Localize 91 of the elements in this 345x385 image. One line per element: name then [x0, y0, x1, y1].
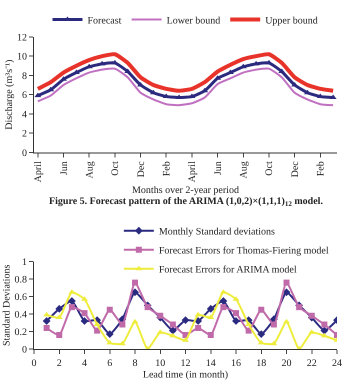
legend-label: Lower bound [166, 15, 220, 26]
caption: Figure 5. Forecast pattern of the ARIMA (1,0,2)×(1,1,1)$_{12}$ model. [49, 196, 324, 208]
y-tick-label: 1 [22, 257, 27, 268]
y-tick-label: 0.2 [14, 327, 27, 338]
point [258, 306, 264, 313]
legend-label: Monthly Standard deviations [158, 226, 276, 238]
point [55, 304, 64, 313]
x-tick-label: Oct [110, 161, 122, 176]
point [321, 322, 328, 328]
point [283, 318, 290, 324]
point [257, 330, 266, 338]
x-tick-label: Feb [161, 161, 172, 176]
point [106, 330, 114, 338]
y-tick-label: 10 [17, 52, 27, 63]
point [119, 322, 126, 328]
point [168, 326, 177, 335]
x-tick-label: 10 [155, 358, 166, 369]
x-axis-title: Months over 2-year period [132, 184, 239, 196]
point [68, 297, 76, 305]
point [56, 332, 62, 338]
x-tick-label: 12 [180, 358, 190, 369]
point [208, 332, 214, 338]
x-tick-label: Dec [136, 160, 147, 178]
point [195, 325, 202, 332]
x-tick-label: 16 [231, 358, 241, 369]
y-tick-label: 0.8 [14, 274, 27, 286]
line-series [36, 52, 336, 93]
point [219, 297, 228, 305]
point [42, 317, 51, 325]
point [232, 296, 240, 301]
y-tick-label: 6 [22, 90, 27, 102]
x-tick-label: Aug [84, 161, 96, 178]
x-tick-label: April [187, 161, 198, 182]
legend-label: Forecast [88, 15, 122, 26]
y-tick-label: 12 [17, 32, 27, 44]
legend-label: Forecast Errors for ARIMA model [158, 264, 297, 276]
point [220, 304, 226, 310]
x-tick-label: Oct [264, 161, 276, 176]
x-tick-label: 2 [56, 358, 62, 369]
x-tick-label: Dec [290, 160, 301, 178]
x-tick-label: Jun [58, 161, 70, 176]
y-axis-title: Discharge (m³s⁻¹) [4, 60, 15, 130]
point [320, 326, 328, 335]
y-tick-label: 0 [22, 344, 27, 356]
point [157, 312, 164, 319]
point [106, 306, 113, 313]
x-tick-label: Feb [316, 161, 327, 176]
point [81, 296, 88, 301]
point [131, 288, 139, 296]
x-tick-label: 4 [82, 358, 87, 369]
y-tick-label: 4 [22, 109, 27, 120]
point [182, 337, 189, 342]
point [60, 76, 67, 81]
point [206, 304, 215, 313]
point [232, 317, 240, 325]
point [132, 280, 138, 286]
point [44, 325, 50, 332]
point [182, 316, 190, 324]
x-tick-label: 22 [306, 358, 317, 369]
point [296, 304, 302, 310]
x-tick-label: 24 [332, 358, 342, 369]
x-tick-label: 0 [32, 358, 36, 369]
point [282, 288, 290, 296]
x-tick-label: 20 [282, 358, 292, 369]
point [308, 312, 315, 319]
y-tick-label: 8 [22, 70, 27, 82]
y-tick-label: 0 [22, 148, 27, 159]
point [170, 322, 176, 328]
y-tick-label: 0.4 [14, 310, 27, 321]
point [144, 304, 151, 310]
x-tick-label: 6 [107, 358, 112, 369]
point [233, 310, 239, 316]
point [80, 317, 88, 325]
y-tick-label: 0.6 [14, 292, 27, 304]
legend-label: Forecast Errors for Thomas-Fiering model [158, 246, 329, 257]
point [270, 322, 277, 328]
point [82, 310, 88, 316]
y-tick-label: 2 [22, 128, 27, 140]
x-axis-title: Lead time (in month) [142, 369, 228, 380]
point [132, 318, 138, 324]
legend-label: Upper bound [265, 15, 318, 26]
line-series [36, 68, 334, 106]
x-tick-label: Jun [212, 161, 224, 176]
x-tick-label: April [33, 161, 44, 182]
point [68, 304, 75, 310]
x-tick-label: 8 [132, 358, 138, 369]
x-tick-label: 14 [206, 358, 216, 369]
y-axis-title: Standard Deviations [2, 264, 12, 346]
x-tick-label: Aug [238, 161, 250, 178]
x-tick-label: 18 [256, 358, 266, 369]
point [284, 280, 290, 286]
